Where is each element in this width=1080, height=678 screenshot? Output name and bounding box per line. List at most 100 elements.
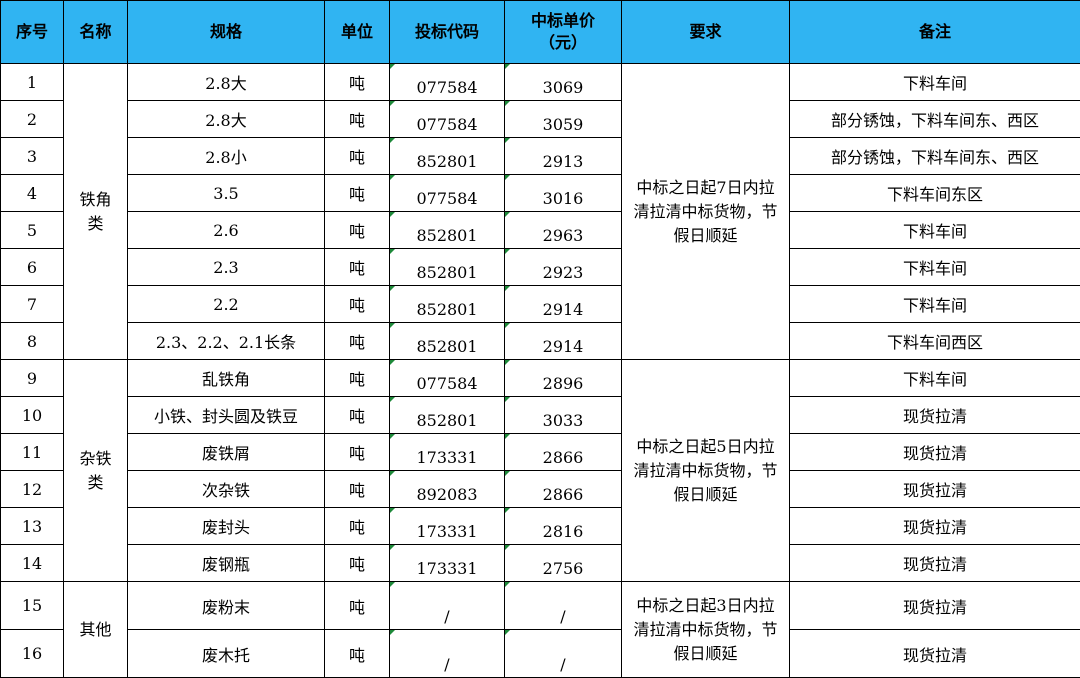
unit: 吨	[325, 212, 390, 249]
row-number: 10	[1, 397, 64, 434]
remark: 现货拉清	[790, 434, 1080, 471]
unit: 吨	[325, 249, 390, 286]
bid-code: 077584	[390, 360, 505, 397]
unit-price: 2816	[505, 508, 622, 545]
bid-code: 077584	[390, 64, 505, 101]
remark: 下料车间	[790, 249, 1080, 286]
bid-code: 173331	[390, 545, 505, 582]
unit-price: 2963	[505, 212, 622, 249]
header-cell: 投标代码	[390, 1, 505, 64]
remark: 现货拉清	[790, 397, 1080, 434]
remark: 下料车间	[790, 64, 1080, 101]
group-name: 铁角类	[64, 64, 128, 360]
row-number: 14	[1, 545, 64, 582]
spec: 2.2	[128, 286, 325, 323]
spec: 2.8小	[128, 138, 325, 175]
remark: 下料车间	[790, 286, 1080, 323]
remark: 现货拉清	[790, 582, 1080, 630]
spec: 2.6	[128, 212, 325, 249]
row-number: 3	[1, 138, 64, 175]
requirement: 中标之日起5日内拉清拉清中标货物，节假日顺延	[622, 360, 790, 582]
unit-price: 3033	[505, 397, 622, 434]
row-number: 9	[1, 360, 64, 397]
unit: 吨	[325, 545, 390, 582]
remark: 下料车间西区	[790, 323, 1080, 360]
row-number: 13	[1, 508, 64, 545]
unit-price: 2913	[505, 138, 622, 175]
spec: 废铁屑	[128, 434, 325, 471]
group-name: 杂铁类	[64, 360, 128, 582]
remark: 部分锈蚀，下料车间东、西区	[790, 138, 1080, 175]
unit-price: /	[505, 582, 622, 630]
bid-code: 852801	[390, 138, 505, 175]
remark: 下料车间	[790, 360, 1080, 397]
bid-code: 173331	[390, 434, 505, 471]
row-number: 16	[1, 630, 64, 678]
unit: 吨	[325, 175, 390, 212]
unit: 吨	[325, 508, 390, 545]
row-number: 1	[1, 64, 64, 101]
unit-price: 2923	[505, 249, 622, 286]
bid-code: /	[390, 630, 505, 678]
row-number: 11	[1, 434, 64, 471]
spec: 2.8大	[128, 101, 325, 138]
unit: 吨	[325, 582, 390, 630]
row-number: 7	[1, 286, 64, 323]
row-number: 2	[1, 101, 64, 138]
spec: 2.3、2.2、2.1长条	[128, 323, 325, 360]
unit-price: 2866	[505, 434, 622, 471]
bid-code: 852801	[390, 286, 505, 323]
remark: 现货拉清	[790, 471, 1080, 508]
row-number: 4	[1, 175, 64, 212]
unit: 吨	[325, 397, 390, 434]
unit-price: 2896	[505, 360, 622, 397]
remark: 现货拉清	[790, 508, 1080, 545]
header-cell: 要求	[622, 1, 790, 64]
unit-price: 3059	[505, 101, 622, 138]
requirement-text: 中标之日起5日内拉清拉清中标货物，节假日顺延	[631, 435, 781, 507]
bid-code: 892083	[390, 471, 505, 508]
unit-price: /	[505, 630, 622, 678]
bid-code: 852801	[390, 323, 505, 360]
unit-price: 3069	[505, 64, 622, 101]
unit-price: 2914	[505, 323, 622, 360]
bid-code: 173331	[390, 508, 505, 545]
header-cell: 序号	[1, 1, 64, 64]
unit-price: 2756	[505, 545, 622, 582]
remark: 部分锈蚀，下料车间东、西区	[790, 101, 1080, 138]
spec: 废钢瓶	[128, 545, 325, 582]
spec: 乱铁角	[128, 360, 325, 397]
spec: 废封头	[128, 508, 325, 545]
row-number: 5	[1, 212, 64, 249]
spec: 3.5	[128, 175, 325, 212]
bid-code: 852801	[390, 212, 505, 249]
header-cell: 规格	[128, 1, 325, 64]
unit: 吨	[325, 138, 390, 175]
unit: 吨	[325, 101, 390, 138]
row-number: 6	[1, 249, 64, 286]
unit: 吨	[325, 323, 390, 360]
row-number: 15	[1, 582, 64, 630]
requirement: 中标之日起7日内拉清拉清中标货物，节假日顺延	[622, 64, 790, 360]
bid-code: 852801	[390, 397, 505, 434]
header-row: 序号名称规格单位投标代码中标单价 （元）要求备注	[1, 1, 1080, 64]
remark: 现货拉清	[790, 630, 1080, 678]
header-cell: 备注	[790, 1, 1080, 64]
unit: 吨	[325, 360, 390, 397]
unit-price: 2866	[505, 471, 622, 508]
bid-code: 077584	[390, 101, 505, 138]
unit: 吨	[325, 471, 390, 508]
bid-code: 852801	[390, 249, 505, 286]
